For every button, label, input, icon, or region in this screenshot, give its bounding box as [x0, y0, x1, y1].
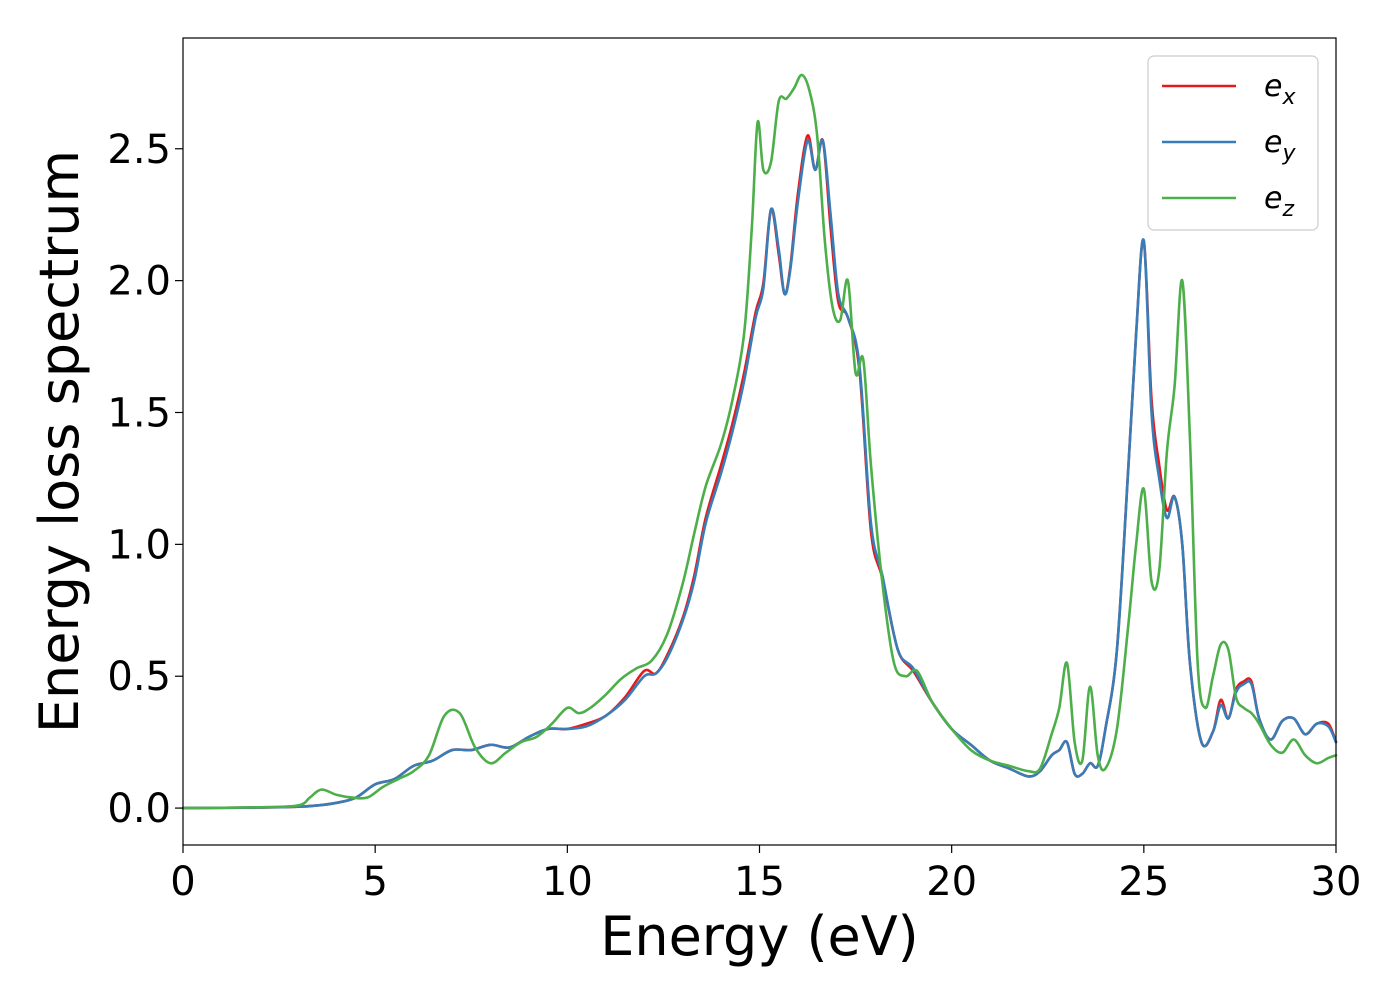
x-axis-ticks: 0 5 10 15 20 25 30 [170, 845, 1361, 905]
legend-entry-label: ey [1264, 125, 1296, 166]
y-tick-label: 2.0 [107, 259, 171, 305]
x-tick-label: 25 [1118, 859, 1169, 905]
series-line-ex [181, 134, 1338, 810]
y-tick-label: 0.5 [107, 654, 171, 700]
series-line-ez [181, 73, 1338, 810]
series-line-ey [181, 138, 1338, 810]
x-tick-label: 15 [734, 859, 785, 905]
x-tick-label: 0 [170, 859, 195, 905]
x-tick-label: 5 [362, 859, 387, 905]
y-axis-ticks: 0.0 0.5 1.0 1.5 2.0 2.5 [107, 127, 183, 832]
legend-entry-label: ex [1264, 69, 1296, 110]
x-tick-label: 20 [926, 859, 977, 905]
legend: ex ey ez [1147, 55, 1319, 231]
x-axis-label: Energy (eV) [600, 905, 919, 968]
x-tick-label: 10 [542, 859, 593, 905]
x-tick-label: 30 [1311, 859, 1362, 905]
y-tick-label: 1.5 [107, 390, 171, 436]
y-tick-label: 2.5 [107, 127, 171, 173]
legend-entry-label: ez [1264, 181, 1294, 222]
y-tick-label: 0.0 [107, 786, 171, 832]
y-tick-label: 1.0 [107, 522, 171, 568]
y-axis-label: Energy loss spectrum [28, 150, 91, 733]
plot-lines [181, 73, 1338, 810]
